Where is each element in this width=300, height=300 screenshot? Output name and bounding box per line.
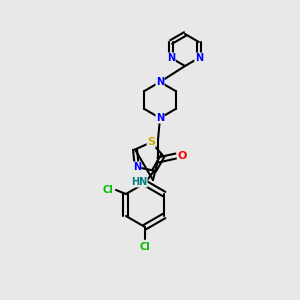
Text: Cl: Cl: [140, 242, 150, 252]
Text: HN: HN: [131, 177, 147, 187]
Text: N: N: [156, 77, 164, 87]
Text: Cl: Cl: [103, 185, 113, 195]
Text: N: N: [167, 53, 175, 63]
Text: N: N: [156, 113, 164, 123]
Text: S: S: [147, 137, 155, 147]
Text: N: N: [133, 162, 141, 172]
Text: N: N: [195, 53, 203, 63]
Text: O: O: [177, 151, 187, 161]
